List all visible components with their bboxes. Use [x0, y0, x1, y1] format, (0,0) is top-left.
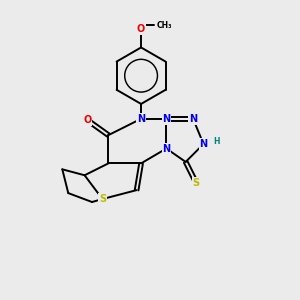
Text: N: N	[162, 143, 170, 154]
Text: S: S	[99, 194, 106, 204]
Text: N: N	[200, 139, 208, 149]
Text: N: N	[189, 114, 197, 124]
Text: N: N	[137, 114, 145, 124]
Text: O: O	[83, 115, 92, 125]
Text: CH₃: CH₃	[157, 21, 172, 30]
Text: H: H	[213, 136, 220, 146]
Text: O: O	[137, 24, 145, 34]
Text: N: N	[162, 114, 170, 124]
Text: S: S	[193, 178, 200, 188]
